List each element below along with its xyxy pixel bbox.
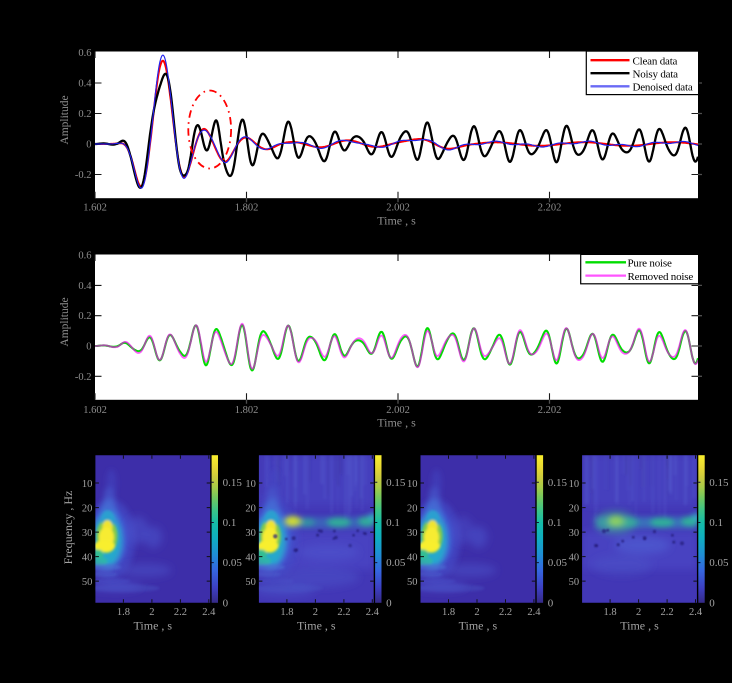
svg-text:Noisy data: Noisy data bbox=[633, 68, 679, 80]
svg-text:0.15: 0.15 bbox=[386, 477, 406, 489]
svg-text:0: 0 bbox=[386, 597, 392, 609]
svg-text:2.4: 2.4 bbox=[366, 607, 380, 618]
svg-text:1.8: 1.8 bbox=[280, 607, 293, 618]
svg-text:1.602: 1.602 bbox=[83, 203, 107, 214]
svg-text:Frequency , Hz: Frequency , Hz bbox=[61, 491, 75, 565]
svg-text:Clean data: Clean data bbox=[633, 55, 678, 67]
svg-text:2.202: 2.202 bbox=[538, 405, 562, 416]
svg-text:40: 40 bbox=[569, 552, 580, 563]
svg-text:0: 0 bbox=[86, 342, 91, 353]
svg-text:40: 40 bbox=[245, 552, 256, 563]
svg-text:0.6: 0.6 bbox=[78, 251, 91, 262]
svg-text:0: 0 bbox=[86, 140, 91, 151]
svg-text:0.15: 0.15 bbox=[709, 477, 729, 489]
svg-text:1.8: 1.8 bbox=[604, 607, 617, 618]
svg-text:2: 2 bbox=[474, 607, 479, 618]
svg-text:1.802: 1.802 bbox=[235, 405, 259, 416]
svg-text:2.202: 2.202 bbox=[538, 203, 562, 214]
svg-text:40: 40 bbox=[82, 552, 93, 563]
svg-text:0.05: 0.05 bbox=[386, 557, 406, 569]
svg-text:1.8: 1.8 bbox=[117, 607, 130, 618]
svg-text:2: 2 bbox=[313, 607, 318, 618]
svg-text:-0.2: -0.2 bbox=[75, 170, 92, 181]
svg-text:0.2: 0.2 bbox=[78, 311, 91, 322]
svg-text:30: 30 bbox=[82, 528, 93, 539]
svg-text:10: 10 bbox=[569, 479, 580, 490]
svg-text:2.4: 2.4 bbox=[527, 607, 541, 618]
svg-text:0.2: 0.2 bbox=[78, 109, 91, 120]
svg-text:0.4: 0.4 bbox=[78, 281, 92, 292]
svg-text:20: 20 bbox=[245, 503, 256, 514]
svg-text:Removed noise: Removed noise bbox=[628, 271, 694, 283]
svg-text:Time , s: Time , s bbox=[620, 619, 659, 633]
svg-text:2.2: 2.2 bbox=[499, 607, 512, 618]
svg-text:Amplitude: Amplitude bbox=[59, 297, 71, 346]
svg-text:0.4: 0.4 bbox=[78, 79, 92, 90]
svg-text:1.8: 1.8 bbox=[442, 607, 455, 618]
svg-text:2.2: 2.2 bbox=[174, 607, 187, 618]
svg-text:2: 2 bbox=[636, 607, 641, 618]
svg-text:1.602: 1.602 bbox=[83, 405, 107, 416]
svg-text:10: 10 bbox=[82, 479, 93, 490]
svg-text:30: 30 bbox=[407, 528, 418, 539]
svg-text:2.4: 2.4 bbox=[202, 607, 216, 618]
svg-text:0.1: 0.1 bbox=[223, 517, 237, 529]
svg-text:0.6: 0.6 bbox=[78, 48, 91, 59]
svg-text:30: 30 bbox=[245, 528, 256, 539]
svg-text:50: 50 bbox=[245, 577, 256, 588]
svg-text:0: 0 bbox=[709, 597, 715, 609]
svg-text:0.15: 0.15 bbox=[223, 477, 243, 489]
svg-text:20: 20 bbox=[82, 503, 93, 514]
svg-text:0.15: 0.15 bbox=[548, 477, 568, 489]
svg-text:1.802: 1.802 bbox=[235, 203, 259, 214]
svg-text:10: 10 bbox=[407, 479, 418, 490]
svg-text:10: 10 bbox=[245, 479, 256, 490]
svg-text:2.2: 2.2 bbox=[661, 607, 674, 618]
svg-text:0.1: 0.1 bbox=[709, 517, 723, 529]
svg-text:2.4: 2.4 bbox=[689, 607, 703, 618]
svg-text:Time , s: Time , s bbox=[377, 214, 416, 228]
svg-text:50: 50 bbox=[82, 577, 93, 588]
svg-text:20: 20 bbox=[407, 503, 418, 514]
svg-text:2.002: 2.002 bbox=[386, 405, 410, 416]
svg-text:40: 40 bbox=[407, 552, 418, 563]
svg-text:0.05: 0.05 bbox=[223, 557, 243, 569]
svg-text:50: 50 bbox=[569, 577, 580, 588]
svg-text:Amplitude: Amplitude bbox=[59, 95, 71, 144]
svg-text:50: 50 bbox=[407, 577, 418, 588]
svg-text:Time , s: Time , s bbox=[297, 619, 336, 633]
svg-text:Denoised data: Denoised data bbox=[633, 82, 693, 94]
svg-text:0: 0 bbox=[548, 597, 554, 609]
svg-text:2: 2 bbox=[149, 607, 154, 618]
svg-text:Time , s: Time , s bbox=[134, 619, 173, 633]
svg-text:20: 20 bbox=[569, 503, 580, 514]
svg-text:Time , s: Time , s bbox=[459, 619, 498, 633]
svg-text:0.1: 0.1 bbox=[548, 517, 562, 529]
svg-text:-0.2: -0.2 bbox=[75, 372, 92, 383]
svg-text:2.2: 2.2 bbox=[337, 607, 350, 618]
svg-text:Pure noise: Pure noise bbox=[628, 258, 672, 270]
svg-text:0.05: 0.05 bbox=[548, 557, 568, 569]
svg-text:0.05: 0.05 bbox=[709, 557, 729, 569]
svg-text:2.002: 2.002 bbox=[386, 203, 410, 214]
svg-text:Time , s: Time , s bbox=[377, 416, 416, 430]
svg-text:30: 30 bbox=[569, 528, 580, 539]
svg-text:0.1: 0.1 bbox=[386, 517, 400, 529]
svg-text:0: 0 bbox=[223, 597, 229, 609]
